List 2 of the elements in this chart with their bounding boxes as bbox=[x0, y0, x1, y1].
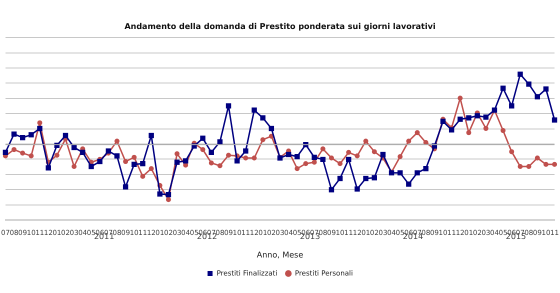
x-axis-title: Anno, Mese bbox=[256, 250, 304, 260]
chart-title: Andamento della domanda di Prestito ponderata sui giorni lavorativi bbox=[124, 22, 436, 31]
